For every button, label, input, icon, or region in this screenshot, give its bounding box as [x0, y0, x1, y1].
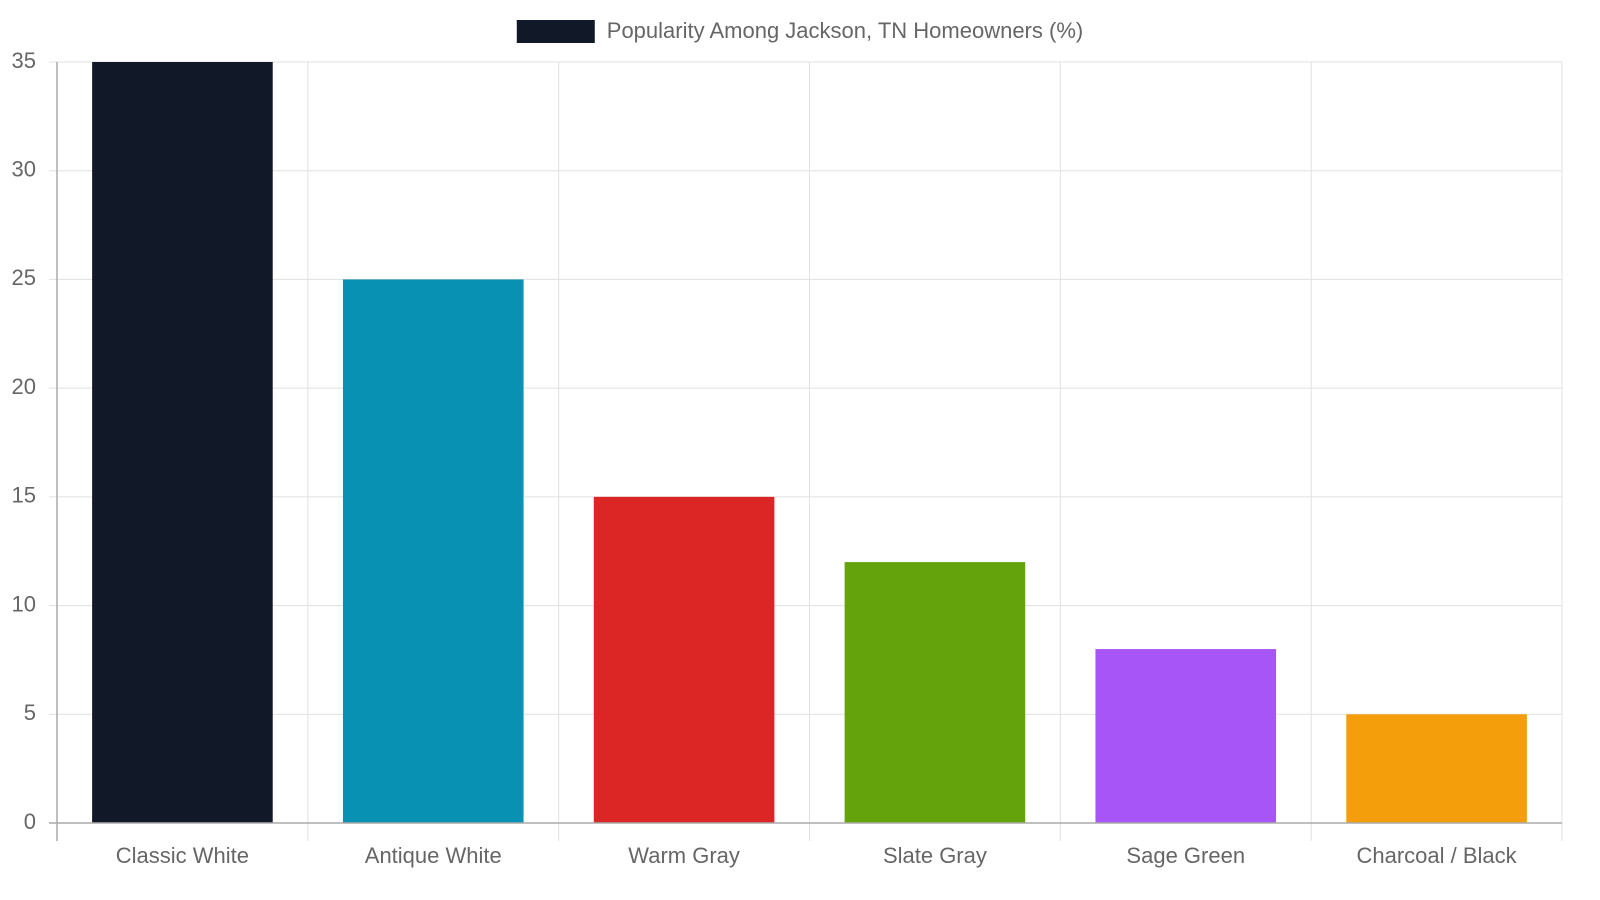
bar: [342, 279, 524, 823]
bar: [1095, 649, 1277, 823]
y-tick-label: 5: [24, 700, 36, 725]
y-tick-label: 20: [12, 374, 36, 399]
legend-label: Popularity Among Jackson, TN Homeowners …: [607, 18, 1083, 43]
bar: [844, 562, 1026, 823]
x-tick-label: Sage Green: [1126, 843, 1245, 868]
y-tick-label: 25: [12, 265, 36, 290]
x-tick-label: Classic White: [116, 843, 249, 868]
bar: [92, 62, 273, 823]
y-tick-label: 30: [12, 157, 36, 182]
x-tick-label: Antique White: [365, 843, 502, 868]
y-tick-label: 35: [12, 48, 36, 73]
x-tick-label: Slate Gray: [883, 843, 987, 868]
legend-swatch: [516, 20, 595, 43]
x-tick-label: Warm Gray: [628, 843, 740, 868]
y-tick-label: 15: [12, 483, 36, 508]
x-tick-label: Charcoal / Black: [1356, 843, 1517, 868]
bar: [1346, 714, 1527, 823]
y-tick-label: 0: [24, 809, 36, 834]
bar: [593, 496, 775, 823]
y-tick-label: 10: [12, 591, 36, 616]
